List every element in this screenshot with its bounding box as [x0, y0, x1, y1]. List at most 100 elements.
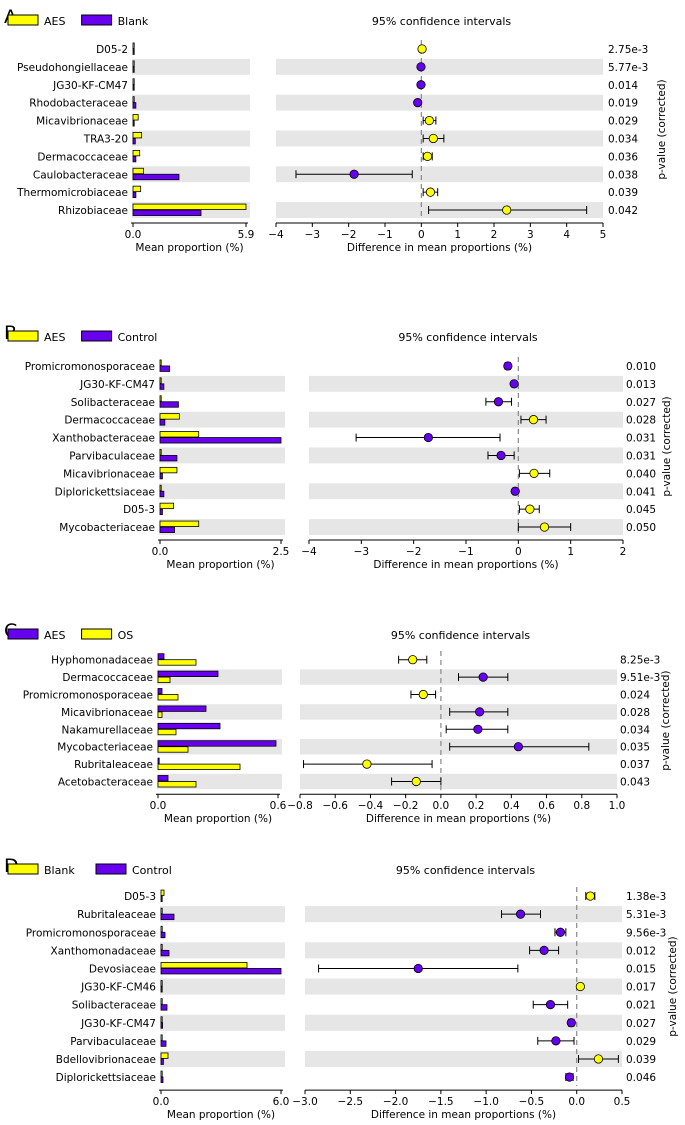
mean-bar-aes: [132, 42, 135, 49]
diff-band: [300, 773, 617, 790]
legend-swatch-0: [7, 863, 39, 875]
p-value-label: 5.77e-3: [608, 62, 648, 74]
p-value-label: 8.25e-3: [620, 655, 660, 667]
panel-b: BAESControl95% confidence intervalsPromi…: [4, 322, 673, 571]
diff-point: [416, 80, 426, 90]
category-label: Thermomicrobiaceae: [16, 187, 128, 199]
category-label: Caulobacteraceae: [33, 169, 128, 181]
category-label: Bdellovibrionaceae: [56, 1054, 156, 1066]
p-value-label: 0.029: [626, 1036, 656, 1048]
mean-bar-blank: [132, 84, 135, 91]
mean-bar-control: [159, 508, 163, 516]
mean-bar-control: [159, 383, 165, 390]
diff-tick-label: −1: [377, 229, 392, 241]
diff-axis-title: Difference in mean proportions (%): [371, 1109, 556, 1121]
p-value-label: 0.034: [620, 724, 650, 736]
mean-bar-os: [157, 763, 241, 770]
diff-point: [510, 486, 520, 496]
legend-swatch-1: [95, 863, 127, 875]
diff-point: [493, 397, 504, 407]
category-label: Hyphomonadaceae: [51, 655, 153, 667]
category-label: Mycobacteriaceae: [57, 742, 153, 754]
diff-tick-label: −0.6: [322, 800, 348, 812]
diff-point: [408, 655, 418, 665]
diff-tick-label: −2.0: [383, 1096, 409, 1108]
diff-tick-label: −0.8: [287, 800, 313, 812]
mean-band: [159, 483, 285, 500]
diff-tick-label: −1: [458, 546, 473, 558]
diff-band: [309, 447, 623, 464]
mean-bar-aes: [132, 114, 139, 121]
category-label: D05-3: [123, 504, 155, 516]
p-value-label: 2.75e-3: [608, 44, 648, 56]
mean-band: [132, 130, 250, 147]
mean-bar-control: [160, 931, 166, 939]
mean-bar-aes: [159, 449, 162, 456]
legend-label-0: AES: [44, 331, 65, 344]
mean-bar-aes: [159, 431, 200, 438]
legend-label-1: Control: [118, 331, 158, 344]
p-value-label: 0.031: [626, 450, 656, 462]
category-label: Rubritaleaceae: [77, 909, 156, 921]
diff-axis-title: Difference in mean proportions (%): [366, 813, 551, 825]
diff-point: [564, 1072, 575, 1082]
mean-bar-control: [160, 986, 163, 993]
p-value-label: 9.56e-3: [626, 927, 666, 939]
diff-point: [423, 432, 433, 443]
diff-point: [413, 963, 423, 974]
diff-tick-label: −2.5: [338, 1096, 364, 1108]
diff-tick-label: 5: [600, 229, 607, 241]
mean-bar-aes: [157, 740, 277, 747]
category-label: Micavibrionaceae: [61, 707, 153, 719]
mean-bar-os: [157, 781, 197, 788]
p-value-label: 9.51e-3: [620, 672, 660, 684]
mean-bar-aes: [157, 653, 165, 660]
mean-bar-aes: [132, 78, 135, 85]
diff-tick-label: −4: [268, 229, 284, 241]
diff-tick-label: −4: [301, 546, 317, 558]
mean-bar-os: [157, 746, 189, 753]
diff-point: [418, 689, 428, 700]
mean-bar-control: [159, 472, 163, 480]
diff-tick-label: 0: [418, 229, 425, 241]
category-label: Xanthomonadaceae: [51, 945, 156, 957]
mean-bar-aes: [157, 688, 163, 695]
diff-band: [309, 483, 623, 500]
panel-d: DBlankControl95% confidence intervalsD05…: [4, 855, 679, 1121]
mean-bar-blank: [160, 943, 163, 951]
diff-band: [305, 906, 622, 923]
mean-bar-control: [160, 949, 170, 957]
p-value-label: 0.036: [608, 151, 638, 163]
mean-bar-blank: [132, 191, 137, 199]
mean-bar-os: [157, 676, 171, 683]
category-label: Dermacoccaceae: [64, 415, 155, 427]
p-value-axis-title: p-value (corrected): [660, 670, 672, 770]
diff-band: [305, 942, 622, 959]
diff-tick-label: 4: [563, 229, 570, 241]
p-value-label: 0.013: [626, 379, 656, 391]
p-value-label: 0.014: [608, 80, 638, 92]
diff-band: [309, 375, 623, 392]
diff-point: [513, 742, 523, 752]
p-value-label: 0.027: [626, 1018, 656, 1030]
mean-tick-label: 5.9: [238, 229, 255, 241]
mean-tick-label: 0.6: [270, 800, 287, 812]
legend-label-1: Blank: [118, 15, 149, 28]
mean-bar-blank: [160, 1034, 163, 1041]
p-value-label: 0.012: [626, 945, 656, 957]
category-label: Promicromonosporaceae: [26, 927, 156, 939]
mean-bar-blank: [160, 962, 248, 969]
mean-band: [159, 411, 285, 428]
legend-swatch-0: [7, 14, 39, 26]
diff-point: [475, 707, 485, 717]
mean-bar-control: [160, 1004, 168, 1011]
diff-point: [425, 187, 436, 197]
mean-bar-aes: [159, 484, 162, 492]
diff-tick-label: −2: [341, 229, 356, 241]
diff-tick-label: −1.5: [428, 1096, 454, 1108]
diff-band: [276, 58, 603, 75]
category-label: TRA3-20: [83, 133, 128, 145]
diff-band: [276, 166, 603, 183]
diff-band: [305, 1050, 622, 1067]
